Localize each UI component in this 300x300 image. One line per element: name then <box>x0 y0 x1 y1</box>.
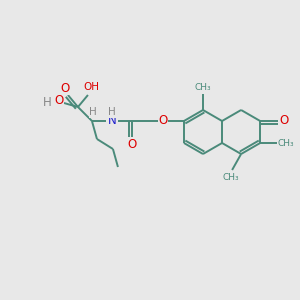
Text: O: O <box>280 115 289 128</box>
Text: O: O <box>54 94 64 107</box>
Text: CH₃: CH₃ <box>223 172 239 182</box>
Text: O: O <box>158 115 168 128</box>
Text: H: H <box>43 97 51 110</box>
Text: O: O <box>127 137 136 151</box>
Text: O: O <box>60 82 70 94</box>
Text: CH₃: CH₃ <box>195 82 211 91</box>
Text: H: H <box>108 107 116 117</box>
Text: H: H <box>89 107 97 117</box>
Text: CH₃: CH₃ <box>278 139 295 148</box>
Text: OH: OH <box>83 82 99 92</box>
Text: N: N <box>108 115 116 128</box>
